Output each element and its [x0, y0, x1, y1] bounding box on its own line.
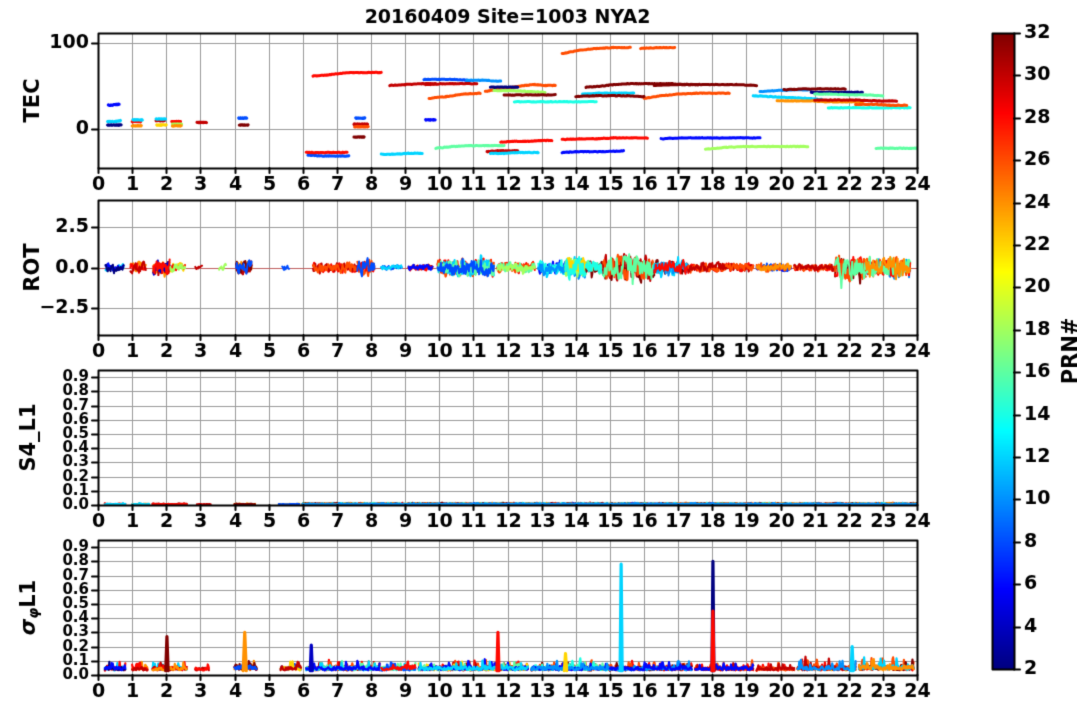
figure-root: 20160409 Site=1003 NYA2 PRN# TEC ROT S4_… — [0, 0, 1077, 709]
gnss-tec-multipanel-figure — [0, 0, 1077, 709]
